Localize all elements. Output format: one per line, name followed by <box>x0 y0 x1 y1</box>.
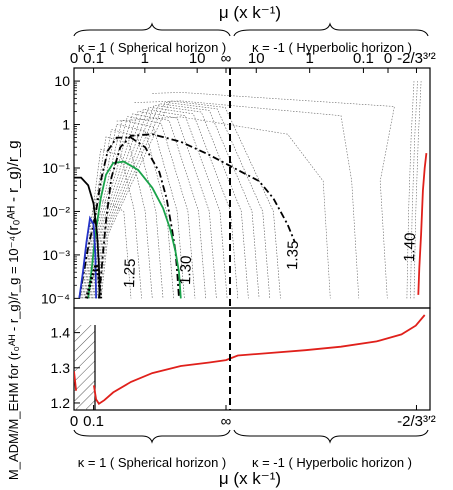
top-section-label-spherical: κ = 1 ( Spherical horizon ) <box>78 40 226 55</box>
bottom-y-tick-label: 1.3 <box>51 360 71 376</box>
bottom-series-line-0 <box>74 371 77 391</box>
bottom-axis-title: μ (x k⁻¹) <box>219 469 281 488</box>
background-contour <box>83 136 153 299</box>
bottom-y-axis-title: M_ADM/M_EHM for (r₀ᴬᴴ - r_g)/r_g = 10⁻⁴ <box>6 236 21 480</box>
top-y-tick-label: 10 <box>54 73 70 89</box>
top-x-tick-label: 0.1 <box>83 50 104 67</box>
background-contour <box>80 197 132 299</box>
background-contour <box>97 103 260 299</box>
top-section-braces <box>73 22 429 37</box>
top-y-tick-label: 10⁻¹ <box>42 160 70 176</box>
background-contour <box>85 129 164 299</box>
top-series-line-2 <box>98 133 296 299</box>
background-contour <box>93 108 228 299</box>
top-brace-hyperbolic <box>233 22 429 37</box>
top-x-tick-label: 10 <box>189 50 206 67</box>
top-x-tick-label: 0 <box>384 50 392 67</box>
bottom-x-tick-label: 0.1 <box>83 413 104 430</box>
top-x-tick-label: 10 <box>248 50 265 67</box>
contour-label-1.25: 1.25 <box>121 258 139 288</box>
top-series-line-0 <box>78 136 180 299</box>
top-y-tick-label: 10⁻⁴ <box>41 290 70 306</box>
top-y-tick-label: 10⁻² <box>42 203 70 219</box>
background-contour <box>100 100 281 299</box>
bottom-y-tick-label: 1.2 <box>51 395 71 411</box>
top-series-line-4 <box>74 176 101 299</box>
background-contour <box>406 81 415 299</box>
background-contour <box>152 92 395 299</box>
background-contour <box>82 148 142 299</box>
background-contour <box>86 123 174 299</box>
top-x-tick-label: 1 <box>141 50 149 67</box>
background-contour <box>116 116 331 299</box>
background-contour <box>99 101 271 299</box>
top-y-tick-label: 10⁻³ <box>42 247 70 263</box>
bottom-x-tick-label: -2/3³′² <box>397 413 436 430</box>
top-series-line-5 <box>78 215 97 299</box>
top-x-tick-label: 0 <box>70 50 78 67</box>
contour-label-1.40: 1.40 <box>401 232 419 262</box>
top-x-tick-label: -2/3³′² <box>397 50 436 67</box>
bottom-x-tick-label: ∞ <box>221 413 232 430</box>
background-contour <box>413 81 422 299</box>
background-contour <box>89 116 196 299</box>
background-contour <box>96 104 249 299</box>
bottom-section-label-spherical: κ = 1 ( Spherical horizon ) <box>78 455 226 470</box>
contour-label-1.35: 1.35 <box>284 240 302 270</box>
bottom-x-tick-label: 0 <box>70 413 78 430</box>
bottom-section-braces <box>73 429 429 444</box>
background-contour <box>90 113 206 299</box>
top-series-line-3 <box>417 152 428 295</box>
bottom-y-tick-label: 1.4 <box>51 325 71 341</box>
bottom-section-label-hyperbolic: κ = -1 ( Hyperbolic horizon ) <box>252 455 412 470</box>
top-axis-title: μ (x k⁻¹) <box>219 3 281 22</box>
hatched-region <box>74 325 95 410</box>
bottom-series-line-1 <box>93 314 426 405</box>
top-x-tick-label: 1 <box>306 50 314 67</box>
top-x-tick-label: ∞ <box>221 50 232 67</box>
bottom-brace-spherical <box>73 429 231 444</box>
top-y-axis-title: (r₀ᴬᴴ - r_g)/r_g <box>5 140 22 235</box>
background-contour <box>92 110 217 299</box>
top-x-tick-label: 0.1 <box>353 50 374 67</box>
background-contour <box>95 106 239 299</box>
contour-label-1.30: 1.30 <box>177 255 195 285</box>
bottom-brace-hyperbolic <box>233 429 429 444</box>
background-contour <box>410 81 418 299</box>
bottom-panel-frame <box>73 307 431 411</box>
top-brace-spherical <box>73 22 231 37</box>
top-y-tick-label: 1 <box>62 117 70 133</box>
background-contour <box>87 119 185 299</box>
top-section-label-hyperbolic: κ = -1 ( Hyperbolic horizon ) <box>252 40 412 55</box>
background-contour <box>134 100 360 299</box>
